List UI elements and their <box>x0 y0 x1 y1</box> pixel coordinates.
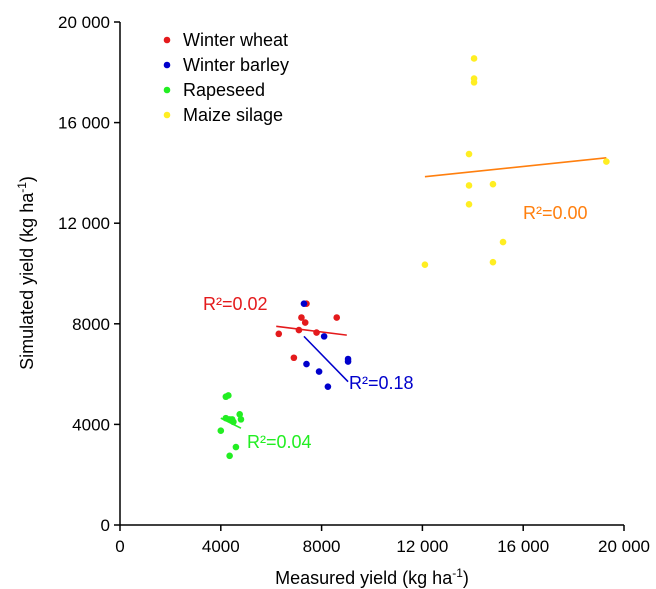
point-winter-wheat <box>301 319 309 326</box>
point-winter-barley <box>320 333 328 340</box>
y-tick-label: 12 000 <box>58 214 110 233</box>
legend-label-rapeseed: Rapeseed <box>183 80 265 100</box>
legend-marker-winter-barley <box>163 61 171 69</box>
point-winter-wheat <box>298 314 305 321</box>
r2-annotations: R²=0.02 R²=0.18 R²=0.04 R²=0.00 <box>203 203 588 452</box>
x-tick-label: 20 000 <box>598 537 650 556</box>
x-tick-label: 0 <box>115 537 124 556</box>
point-rapeseed <box>226 452 233 460</box>
y-tick-label: 4000 <box>72 415 110 434</box>
fit-line-maize-silage <box>424 157 607 178</box>
y-axis-title: Simulated yield (kg ha-1) <box>15 176 37 370</box>
y-tick-label: 16 000 <box>58 114 110 133</box>
point-maize-silage <box>465 150 473 158</box>
point-maize-silage <box>465 201 473 208</box>
point-rapeseed <box>225 392 232 399</box>
point-winter-barley <box>344 355 352 363</box>
axes <box>114 21 625 531</box>
fit-lines <box>220 157 607 429</box>
point-winter-wheat <box>313 329 320 336</box>
y-tick-label: 0 <box>101 516 110 535</box>
point-maize-silage <box>421 261 429 268</box>
legend-marker-maize-silage <box>163 111 171 119</box>
legend-label-winter-barley: Winter barley <box>183 55 289 75</box>
point-winter-barley <box>315 368 323 375</box>
point-maize-silage <box>603 158 610 165</box>
point-winter-wheat <box>275 330 283 338</box>
point-maize-silage <box>489 180 497 188</box>
r2-label-winter-barley: R²=0.18 <box>349 373 414 393</box>
y-tick-label: 20 000 <box>58 13 110 32</box>
tick-labels: 0 4000 8000 12 000 16 000 20 000 0 4000 8000 12 0… <box>58 13 650 556</box>
point-maize-silage <box>465 182 473 189</box>
point-rapeseed <box>217 427 225 434</box>
point-maize-silage <box>499 238 507 246</box>
data-points <box>217 55 610 460</box>
legend-marker-rapeseed <box>163 86 171 94</box>
point-winter-barley <box>324 383 332 390</box>
x-tick-label: 12 000 <box>396 537 448 556</box>
point-rapeseed <box>232 443 240 451</box>
x-tick-label: 16 000 <box>497 537 549 556</box>
point-winter-wheat <box>333 314 341 321</box>
legend-label-winter-wheat: Winter wheat <box>183 30 288 50</box>
r2-label-maize-silage: R²=0.00 <box>523 203 588 223</box>
legend: Winter wheat Winter barley Rapeseed Maize s… <box>163 30 289 125</box>
legend-marker-winter-wheat <box>163 36 171 44</box>
x-tick-label: 4000 <box>202 537 240 556</box>
legend-label-maize-silage: Maize silage <box>183 105 283 125</box>
x-tick-label: 8000 <box>303 537 341 556</box>
fit-line-winter-wheat <box>276 325 347 336</box>
point-winter-barley <box>300 300 308 307</box>
point-winter-barley <box>303 360 310 368</box>
y-tick-label: 8000 <box>72 315 110 334</box>
point-maize-silage <box>470 55 478 62</box>
point-winter-wheat <box>290 354 298 362</box>
point-winter-wheat <box>295 326 303 334</box>
point-rapeseed <box>228 416 236 423</box>
r2-label-rapeseed: R²=0.04 <box>247 432 312 452</box>
x-axis-title: Measured yield (kg ha-1) <box>275 566 469 588</box>
point-rapeseed <box>236 411 243 418</box>
point-rapeseed <box>237 416 245 423</box>
point-maize-silage <box>470 79 478 86</box>
fit-line-winter-barley <box>303 335 349 383</box>
point-maize-silage <box>489 258 497 266</box>
r2-label-winter-wheat: R²=0.02 <box>203 294 268 314</box>
